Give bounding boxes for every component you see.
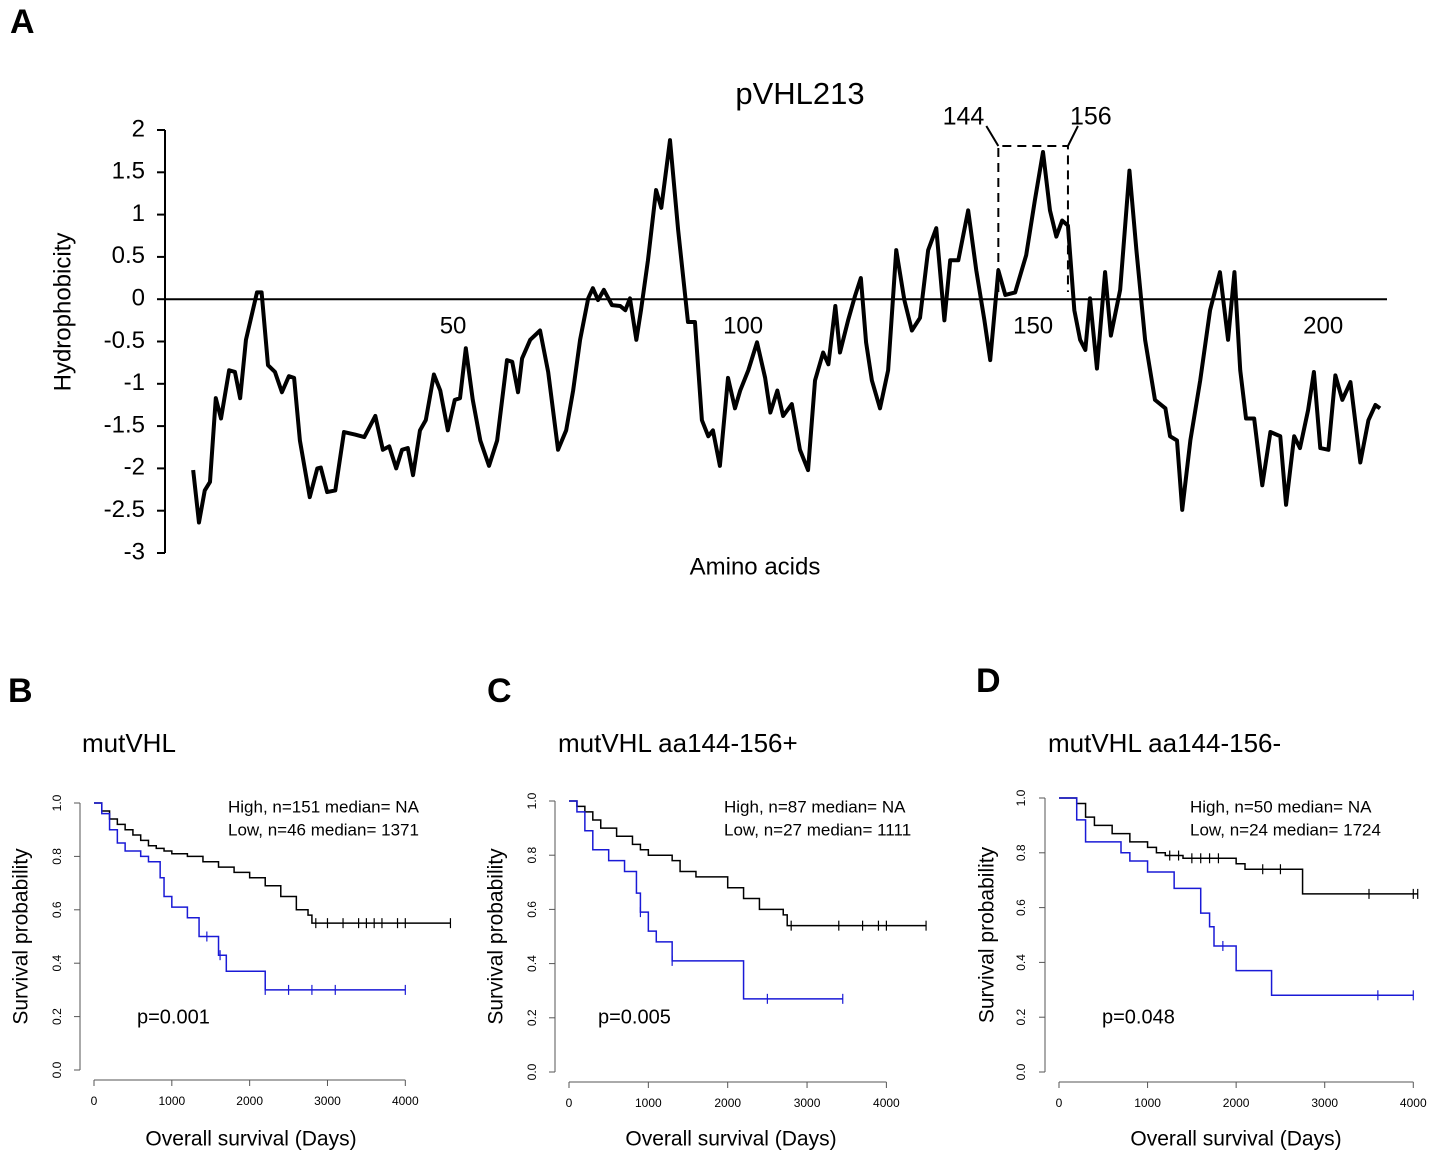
panel-letter: D xyxy=(976,662,1001,700)
x-axis-label: Amino acids xyxy=(690,553,821,580)
y-axis-label: Survival probability xyxy=(485,848,508,1025)
x-tick-label: 3000 xyxy=(1311,1096,1338,1110)
chart-title: mutVHL xyxy=(82,728,176,758)
y-tick-label: 0.4 xyxy=(50,955,64,972)
bracket-label: 144 xyxy=(943,103,985,131)
x-tick-label: 4000 xyxy=(392,1094,419,1108)
y-tick-label: 0.0 xyxy=(1014,1063,1028,1080)
panel-letter: B xyxy=(8,672,33,710)
y-axis-label: Survival probability xyxy=(10,848,33,1025)
x-tick-label: 1000 xyxy=(1134,1096,1161,1110)
survival-curve xyxy=(1059,797,1418,895)
y-tick-label: 0.8 xyxy=(525,847,539,864)
p-value: p=0.048 xyxy=(1102,1006,1175,1028)
y-axis-label: Survival probability xyxy=(976,846,999,1023)
y-tick-label: 0.2 xyxy=(525,1009,539,1026)
x-tick-label: 3000 xyxy=(794,1096,821,1110)
y-tick-label: 0.8 xyxy=(50,848,64,865)
x-tick-label: 100 xyxy=(723,313,763,340)
x-tick-label: 0 xyxy=(91,1094,98,1108)
y-tick-label: -1.5 xyxy=(104,411,145,438)
x-tick-label: 0 xyxy=(1056,1096,1063,1110)
x-axis-label: Overall survival (Days) xyxy=(1130,1128,1341,1151)
chart-title: pVHL213 xyxy=(735,76,864,111)
y-tick-label: -2 xyxy=(124,454,145,481)
survival-curve xyxy=(94,802,451,924)
y-tick-label: 0.2 xyxy=(50,1008,64,1025)
y-tick-label: 1.5 xyxy=(112,158,145,185)
y-tick-label: 0.2 xyxy=(1014,1009,1028,1026)
x-tick-label: 2000 xyxy=(1223,1096,1250,1110)
y-tick-label: 0.6 xyxy=(50,901,64,918)
x-tick-label: 4000 xyxy=(1400,1096,1427,1110)
y-tick-label: 0.5 xyxy=(112,242,145,269)
legend-entry: High, n=151 median= NA xyxy=(228,797,420,816)
legend-entry: High, n=50 median= NA xyxy=(1190,797,1372,816)
y-tick-label: 1.0 xyxy=(50,794,64,811)
x-tick-label: 2000 xyxy=(236,1094,263,1108)
y-tick-label: 2 xyxy=(132,115,145,142)
bracket-leader xyxy=(985,125,1079,147)
y-tick-label: 0.0 xyxy=(50,1061,64,1078)
y-tick-label: -2.5 xyxy=(104,496,145,523)
legend-entry: Low, n=46 median= 1371 xyxy=(228,820,419,839)
y-tick-label: 0.4 xyxy=(1014,954,1028,971)
y-tick-label: 0.8 xyxy=(1014,844,1028,861)
x-tick-label: 4000 xyxy=(873,1096,900,1110)
legend-entry: Low, n=24 median= 1724 xyxy=(1190,820,1381,839)
y-tick-label: 0.0 xyxy=(525,1063,539,1080)
x-tick-label: 1000 xyxy=(158,1094,185,1108)
y-tick-label: -1 xyxy=(124,369,145,396)
y-tick-label: 1.0 xyxy=(1014,789,1028,806)
y-tick-label: 0.6 xyxy=(525,901,539,918)
x-tick-label: 0 xyxy=(566,1096,573,1110)
x-tick-label: 50 xyxy=(440,313,467,340)
panel-letter: C xyxy=(487,672,512,710)
y-tick-label: -0.5 xyxy=(104,327,145,354)
x-tick-label: 2000 xyxy=(714,1096,741,1110)
chart-title: mutVHL aa144-156- xyxy=(1048,728,1281,758)
x-tick-label: 200 xyxy=(1303,313,1343,340)
bracket xyxy=(997,145,1069,292)
survival-curve xyxy=(1059,797,1414,997)
survival-curve xyxy=(569,800,843,1000)
y-tick-label: 1 xyxy=(132,200,145,227)
x-tick-label: 1000 xyxy=(635,1096,662,1110)
x-axis-label: Overall survival (Days) xyxy=(625,1128,836,1151)
y-tick-label: 0.6 xyxy=(1014,899,1028,916)
bracket-label: 156 xyxy=(1070,103,1112,131)
x-tick-label: 3000 xyxy=(314,1094,341,1108)
p-value: p=0.005 xyxy=(598,1006,671,1028)
panel-letter: A xyxy=(10,3,35,41)
x-tick-label: 150 xyxy=(1013,313,1053,340)
survival-curve xyxy=(569,800,927,927)
legend-entry: High, n=87 median= NA xyxy=(724,797,906,816)
legend-entry: Low, n=27 median= 1111 xyxy=(724,820,911,839)
hydrophobicity-line xyxy=(191,138,1382,525)
y-tick-label: 0 xyxy=(132,285,145,312)
y-tick-label: 0.4 xyxy=(525,955,539,972)
y-axis-label: Hydrophobicity xyxy=(49,233,76,392)
p-value: p=0.001 xyxy=(137,1006,210,1028)
x-axis-label: Overall survival (Days) xyxy=(145,1128,356,1151)
y-tick-label: 1.0 xyxy=(525,792,539,809)
y-tick-label: -3 xyxy=(124,538,145,565)
chart-title: mutVHL aa144-156+ xyxy=(558,728,798,758)
